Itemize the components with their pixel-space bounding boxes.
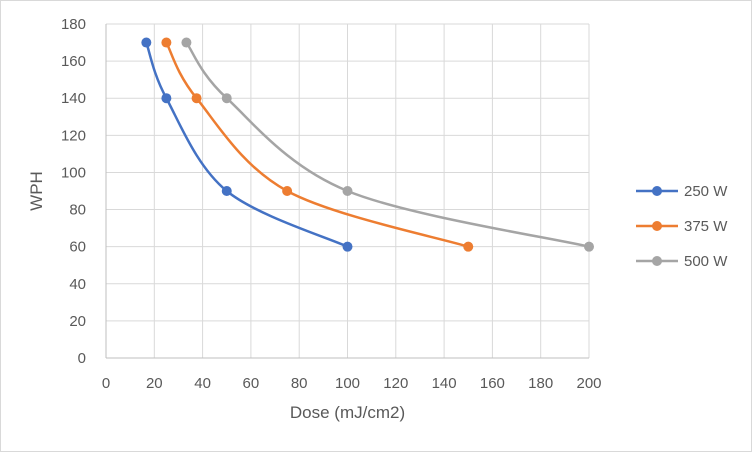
gridlines: [106, 23, 590, 358]
y-tick-label: 140: [61, 90, 86, 107]
x-tick-label: 0: [102, 375, 110, 392]
x-tick-label: 80: [291, 375, 308, 392]
legend-marker: [652, 186, 662, 196]
series-line-2: [185, 41, 590, 248]
y-tick-label: 0: [78, 350, 86, 367]
x-axis-title: Dose (mJ/cm2): [290, 403, 405, 422]
legend-label: 500 W: [684, 253, 728, 270]
y-tick-label: 120: [61, 127, 86, 144]
y-tick-label: 180: [61, 16, 86, 33]
data-point: [463, 241, 474, 252]
data-point: [191, 93, 202, 104]
data-point: [181, 37, 192, 48]
data-point: [221, 186, 232, 196]
legend-label: 250 W: [684, 183, 728, 200]
x-tick-label: 160: [480, 375, 505, 392]
x-tick-label: 40: [194, 375, 211, 392]
data-point: [221, 93, 232, 104]
x-tick-label: 200: [576, 375, 601, 392]
y-tick-label: 160: [61, 53, 86, 70]
tick-labels: 0 20 40 60 80 100 120 140 160 180 200 0 20 40 60 80 100 1…: [61, 16, 602, 392]
data-point: [584, 241, 594, 252]
series-line-1: [165, 41, 469, 248]
data-point: [342, 186, 353, 196]
y-tick-label: 100: [61, 164, 86, 181]
legend-marker: [652, 256, 662, 266]
x-tick-label: 20: [146, 375, 163, 392]
y-axis-title: WPH: [27, 171, 46, 211]
axes: [105, 24, 589, 359]
x-tick-label: 120: [383, 375, 408, 392]
data-point: [342, 241, 353, 252]
series-line-0: [145, 42, 349, 248]
legend-marker: [652, 221, 662, 231]
y-tick-label: 80: [69, 202, 86, 219]
y-tick-label: 60: [69, 239, 86, 256]
data-point: [161, 93, 172, 104]
legend-label: 375 W: [684, 218, 728, 235]
legend: 250 W 375 W 500 W: [636, 183, 728, 270]
x-tick-label: 140: [432, 375, 457, 392]
data-point: [141, 37, 152, 48]
x-tick-label: 180: [528, 375, 553, 392]
series-layer: [141, 37, 594, 252]
data-point: [161, 37, 172, 48]
y-tick-label: 20: [69, 313, 86, 330]
x-tick-label: 60: [243, 375, 260, 392]
data-point: [282, 186, 293, 196]
y-tick-label: 40: [69, 276, 86, 293]
x-tick-label: 100: [335, 375, 360, 392]
